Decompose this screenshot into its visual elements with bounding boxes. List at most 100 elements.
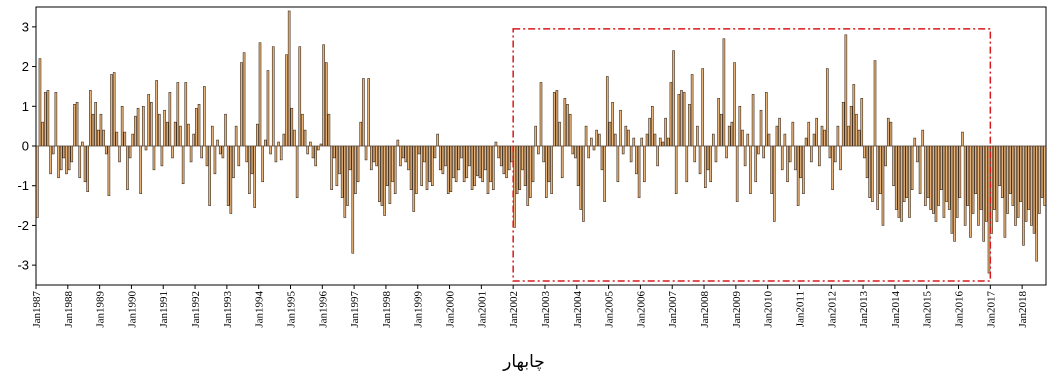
bar [446,145,450,194]
bar [863,145,866,159]
x-tick-label: Jan2014 [890,291,902,328]
bar [971,145,975,214]
bar [521,145,524,171]
bar [894,145,898,210]
bar [770,145,773,194]
bar [152,145,156,171]
bar [645,133,649,147]
bar [375,145,378,167]
bar [1038,145,1041,214]
bar [844,34,848,147]
bar [698,145,702,175]
bar [75,102,79,147]
bar [794,145,797,171]
bar [613,133,617,147]
bar [319,143,323,147]
bar [102,129,105,147]
bar [754,145,758,183]
bar [263,139,267,147]
bar [579,145,583,210]
bar [229,145,233,214]
bar [423,145,426,163]
bar [704,145,707,189]
bar [81,141,84,147]
x-tick-label: Jan2007 [667,291,679,328]
bar [277,141,280,147]
highlight-region [512,28,992,282]
bar [187,123,190,147]
bar [86,145,90,192]
bar [351,145,355,254]
bar [868,145,872,198]
bar [155,80,158,147]
bar [364,145,368,161]
bar [608,121,612,147]
bar [346,145,349,206]
bar [173,121,177,147]
bar [168,92,172,147]
bar [62,145,66,159]
bar [279,145,283,161]
bar [542,145,545,163]
bar [433,145,437,159]
bar [881,145,885,226]
bar [295,145,299,198]
bar [977,145,980,226]
bar [966,145,970,206]
bar [876,145,879,210]
bar [873,60,877,147]
bar [290,107,294,147]
bar [706,145,710,171]
bar [658,137,662,147]
bar [775,125,779,147]
bar [91,113,95,147]
bar [791,121,795,147]
bar [664,117,667,147]
bar [725,145,728,159]
bar [1000,145,1004,198]
bar [226,145,230,206]
bar [245,145,249,163]
bar [719,113,723,147]
bar [995,145,999,222]
bar [332,145,336,159]
bar [412,145,416,212]
bar [910,145,914,190]
bar [772,145,776,222]
bar [711,133,715,147]
bar [266,70,270,147]
bar [929,145,932,210]
bar [884,145,887,167]
bar [584,125,588,147]
bar [849,105,853,147]
bar [969,145,972,238]
bar [150,102,153,147]
x-tick-label: Jan1993 [222,291,234,328]
bar [157,113,161,147]
bar [497,145,500,159]
bar [67,145,71,171]
bar [677,94,681,147]
bar [717,98,720,147]
bar [237,145,241,167]
bar [563,98,567,147]
bar [444,145,447,167]
bar [945,145,948,202]
bar [309,141,312,147]
bar [476,145,479,177]
bar [1035,145,1039,262]
bar [629,145,633,163]
bar [213,145,217,175]
bar [590,137,593,147]
x-tick-label: Jan2001 [476,291,488,328]
bar [749,145,752,194]
bar [900,145,903,222]
bar [118,145,121,163]
bar [574,145,577,159]
bar [428,145,431,183]
bar [465,145,469,179]
x-tick-label: Jan2013 [858,291,870,328]
x-tick-label: Jan2018 [1017,291,1029,328]
x-tick-label: Jan2009 [731,291,743,328]
bar [507,145,511,171]
